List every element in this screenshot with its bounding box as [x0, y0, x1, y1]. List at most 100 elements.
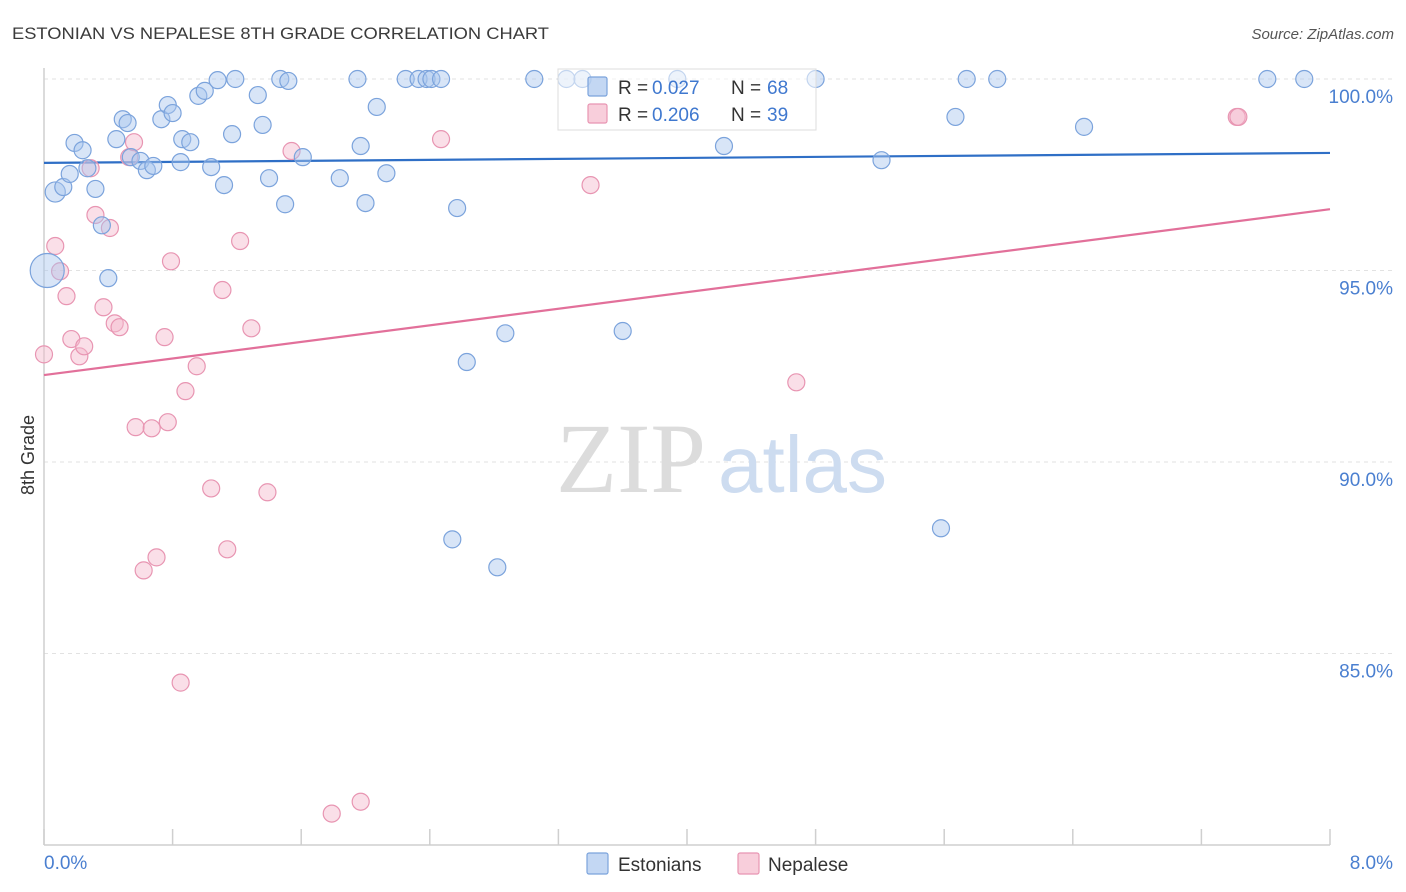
estonians-point: [293, 148, 312, 167]
nepalese-point: [86, 205, 105, 225]
estonians-point: [253, 115, 272, 135]
estonians-point: [60, 164, 79, 184]
estonians-point: [448, 198, 467, 218]
source-label: Source: ZipAtlas.com: [1251, 26, 1394, 43]
legend-n-label-estonians: N =: [731, 78, 761, 99]
nepalese-point: [70, 347, 89, 366]
nepalese-point: [126, 418, 145, 437]
estonians-point: [348, 69, 367, 89]
estonians-point: [171, 153, 190, 172]
estonians-point: [525, 69, 544, 89]
nepalese-point: [351, 792, 370, 811]
bottom-legend-swatch-nepalese: [737, 852, 760, 875]
legend-r-value-estonians: 0.027: [652, 78, 700, 99]
axes: 0.0% 8.0%: [43, 68, 1393, 874]
nepalese-point: [176, 382, 195, 401]
estonians-point: [181, 133, 200, 152]
estonians-point: [1074, 117, 1094, 136]
estonians-point: [248, 85, 267, 105]
estonians-point: [422, 69, 441, 89]
bottom-legend-label-estonians: Estonians: [618, 855, 701, 876]
nepalese-point: [142, 419, 161, 438]
estonians-point: [202, 157, 221, 177]
estonians-point: [1295, 69, 1314, 89]
legend-n-label-nepalese: N =: [731, 105, 761, 126]
nepalese-point: [787, 373, 806, 392]
gridlines: 100.0% 95.0% 90.0% 85.0%: [44, 78, 1395, 683]
watermark-zip: ZIP: [556, 403, 706, 514]
estonians-point: [276, 195, 295, 214]
y-tick-label: 90.0%: [1339, 470, 1393, 491]
estonians-point: [330, 169, 349, 188]
nepalese-point: [258, 483, 277, 502]
nepalese-point: [581, 175, 600, 195]
legend-top: R = 0.027 N = 68 R = 0.206 N = 39: [557, 68, 817, 131]
y-tick-label: 95.0%: [1339, 279, 1393, 300]
nepalese-point: [57, 287, 76, 306]
estonians-point: [195, 81, 214, 100]
nepalese-point: [34, 345, 54, 364]
bottom-legend-label-nepalese: Nepalese: [768, 855, 848, 876]
estonians-point: [714, 136, 734, 156]
estonians-point: [99, 269, 118, 288]
estonians-point: [351, 136, 370, 156]
x-tick-label: 0.0%: [44, 853, 87, 874]
estonians-point: [118, 113, 137, 133]
nepalese-point: [46, 236, 65, 256]
nepalese-point: [242, 319, 261, 338]
estonians-point: [107, 130, 126, 149]
bottom-legend-swatch-estonians: [586, 852, 609, 875]
nepalese-point: [110, 318, 129, 337]
estonians-point: [163, 103, 182, 123]
nepalese-point: [75, 337, 94, 356]
nepalese-point: [124, 133, 144, 152]
estonians-point: [279, 71, 298, 91]
nepalese-point: [202, 479, 221, 498]
legend-r-label-nepalese: R =: [618, 105, 648, 126]
nepalese-point: [282, 141, 301, 161]
estonians-point: [367, 97, 386, 117]
estonians-point: [222, 125, 242, 144]
estonians-point: [214, 175, 234, 195]
estonians-point: [396, 69, 415, 89]
nepalese-point: [158, 413, 177, 432]
legend-swatch-estonians: [587, 76, 608, 97]
estonians-point: [443, 530, 462, 549]
estonians-point: [259, 169, 279, 188]
trend-lines: [43, 151, 1331, 377]
estonians-point: [988, 69, 1007, 89]
y-tick-label: 100.0%: [1329, 87, 1394, 108]
estonians-point: [377, 164, 396, 183]
estonians-point: [356, 193, 375, 213]
y-tick-label: 85.0%: [1339, 662, 1393, 683]
estonians-point: [29, 252, 65, 289]
estonians-point: [78, 159, 97, 178]
legend-r-value-nepalese: 0.206: [652, 105, 700, 126]
estonians-point: [957, 69, 976, 89]
nepalese-point: [231, 231, 250, 251]
nepalese-point: [161, 252, 181, 271]
nepalese-point: [171, 673, 190, 692]
x-tick-label: 8.0%: [1350, 853, 1393, 874]
estonians-point: [931, 519, 951, 538]
estonians-point: [73, 141, 92, 160]
scatter-points: [29, 69, 1314, 823]
nepalese-point: [155, 328, 174, 347]
estonians-point: [121, 148, 140, 167]
watermark-atlas: atlas: [718, 420, 887, 509]
nepalese-point: [431, 130, 451, 149]
estonians-point: [417, 69, 436, 89]
estonians-point: [1258, 69, 1277, 89]
estonians-point: [613, 321, 632, 341]
legend-n-value-estonians: 68: [767, 78, 788, 99]
chart-title: ESTONIAN VS NEPALESE 8TH GRADE CORRELATI…: [12, 24, 549, 43]
nepalese-point: [218, 540, 237, 559]
estonians-trend-line: [43, 151, 1331, 164]
nepalese-point: [322, 804, 341, 823]
estonians-point: [92, 216, 111, 235]
estonians-point: [872, 151, 891, 170]
nepalese-point: [187, 357, 206, 376]
nepalese-point: [1229, 107, 1248, 127]
estonians-point: [44, 181, 66, 203]
